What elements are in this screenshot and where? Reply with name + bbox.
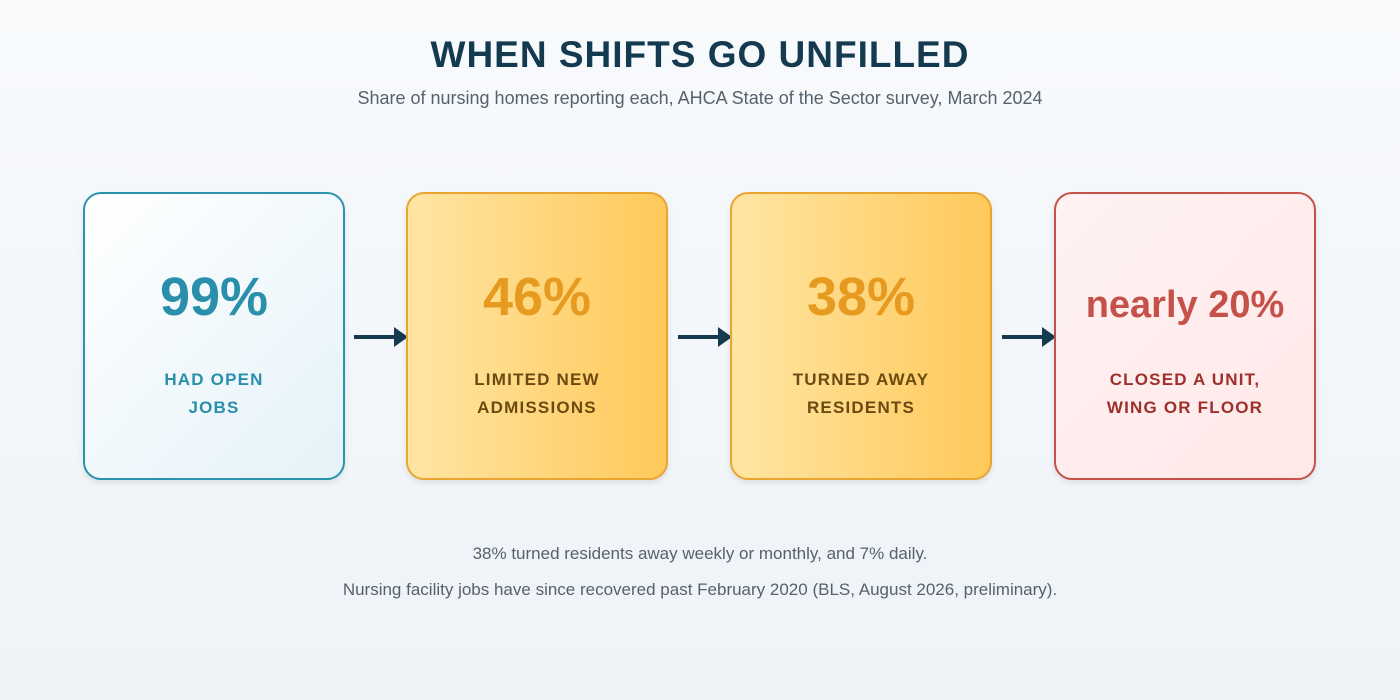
footnote: Nursing facility jobs have since recover… — [342, 580, 1058, 599]
step-label: TURNED AWAY RESIDENTS — [792, 370, 930, 417]
step-card-turned-away: 38% TURNED AWAY RESIDENTS — [730, 192, 992, 480]
step-value: 38% — [806, 267, 916, 327]
step-label: CLOSED A UNIT, WING OR FLOOR — [1106, 370, 1264, 417]
step-label: LIMITED NEW ADMISSIONS — [474, 370, 600, 417]
right-arrow-icon — [354, 327, 408, 347]
step-value: 99% — [159, 267, 269, 327]
step-value: nearly 20% — [1085, 284, 1285, 326]
step-value: 46% — [482, 267, 592, 327]
right-arrow-icon — [678, 327, 732, 347]
page-title: WHEN SHIFTS GO UNFILLED — [430, 34, 970, 75]
page-subtitle: Share of nursing homes reporting each, A… — [357, 88, 1043, 108]
footnote: 38% turned residents away weekly or mont… — [472, 544, 928, 563]
step-card-closed-unit: nearly 20% CLOSED A UNIT, WING OR FLOOR — [1054, 192, 1316, 480]
step-card-open-jobs: 99% HAD OPEN JOBS — [83, 192, 345, 480]
step-label: HAD OPEN JOBS — [164, 370, 264, 417]
step-card-limited-admissions: 46% LIMITED NEW ADMISSIONS — [406, 192, 668, 480]
right-arrow-icon — [1002, 327, 1056, 347]
